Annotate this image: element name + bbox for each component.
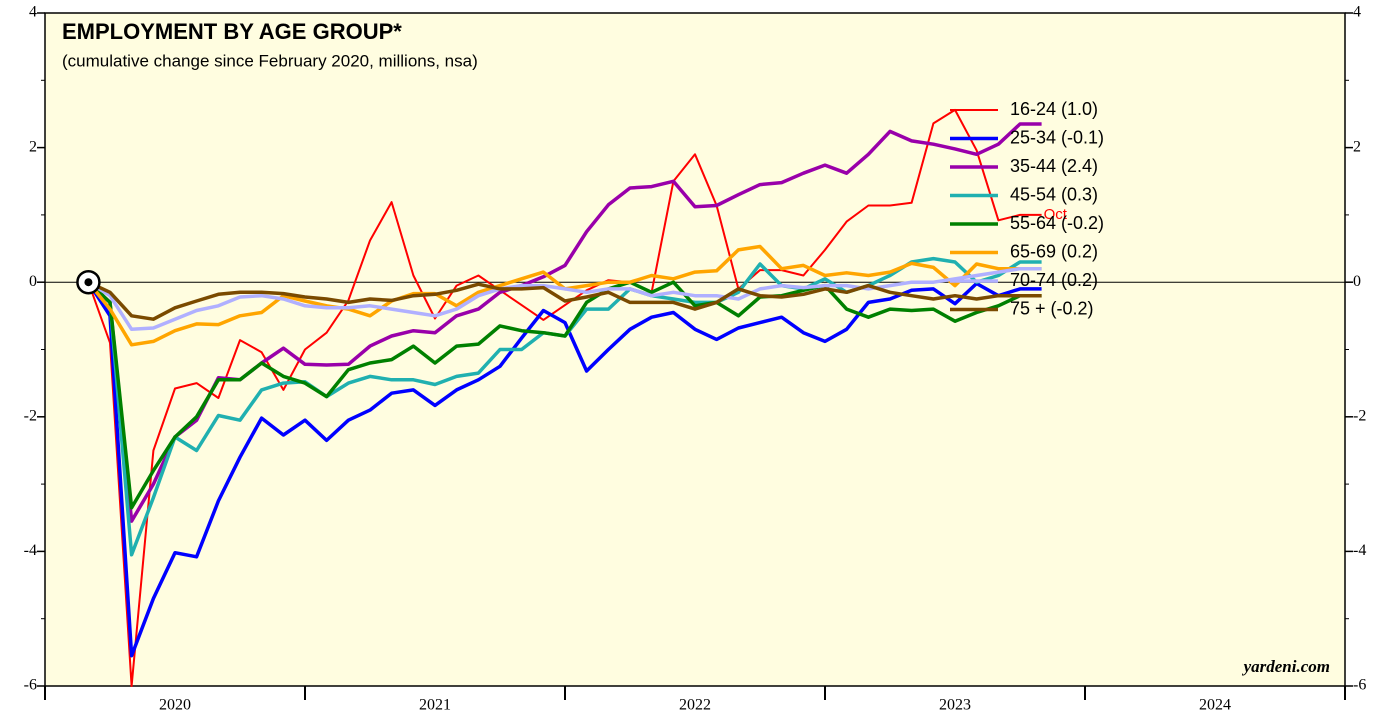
y-tick-label: 2 xyxy=(29,138,37,155)
x-tick-label: 2021 xyxy=(419,697,451,714)
series-line xyxy=(87,266,1042,332)
y-tick-label: -6 xyxy=(24,677,37,694)
legend-label: 75 + (-0.2) xyxy=(1010,298,1094,318)
y-tick-label: -4 xyxy=(24,542,37,559)
y2-tick-label: 2 xyxy=(1353,138,1361,155)
series-line xyxy=(87,280,1042,510)
legend-label: 25-34 (-0.1) xyxy=(1010,127,1104,147)
legend-label: 35-44 (2.4) xyxy=(1010,156,1098,176)
end-label: Oct xyxy=(1044,206,1068,223)
y-tick-label: -2 xyxy=(24,407,37,424)
plot-area xyxy=(44,12,1346,687)
series-line xyxy=(87,108,1042,687)
x-tick-label: 2020 xyxy=(159,697,191,714)
y2-tick-label: -4 xyxy=(1353,542,1366,559)
legend-label: 70-74 (0.2) xyxy=(1010,270,1098,290)
y2-tick-label: -2 xyxy=(1353,407,1366,424)
x-tick-label: 2024 xyxy=(1199,697,1231,714)
x-tick-label: 2022 xyxy=(679,697,711,714)
y2-tick-label: -6 xyxy=(1353,677,1366,694)
legend-label: 55-64 (-0.2) xyxy=(1010,213,1104,233)
x-tick-label: 2023 xyxy=(939,697,971,714)
series-line xyxy=(86,281,1042,658)
series-line xyxy=(87,280,1042,321)
origin-dot xyxy=(84,278,93,287)
chart-subtitle: (cumulative change since February 2020, … xyxy=(62,51,478,70)
source-label: yardeni.com xyxy=(1242,657,1330,676)
legend-label: 16-24 (1.0) xyxy=(1010,99,1098,119)
y2-tick-label: 4 xyxy=(1353,4,1361,21)
y-tick-label: 0 xyxy=(29,273,37,290)
legend-label: 45-54 (0.3) xyxy=(1010,184,1098,204)
chart-title: EMPLOYMENT BY AGE GROUP* xyxy=(62,19,402,44)
y2-tick-label: 0 xyxy=(1353,273,1361,290)
legend-label: 65-69 (0.2) xyxy=(1010,241,1098,261)
y-tick-label: 4 xyxy=(29,4,37,21)
